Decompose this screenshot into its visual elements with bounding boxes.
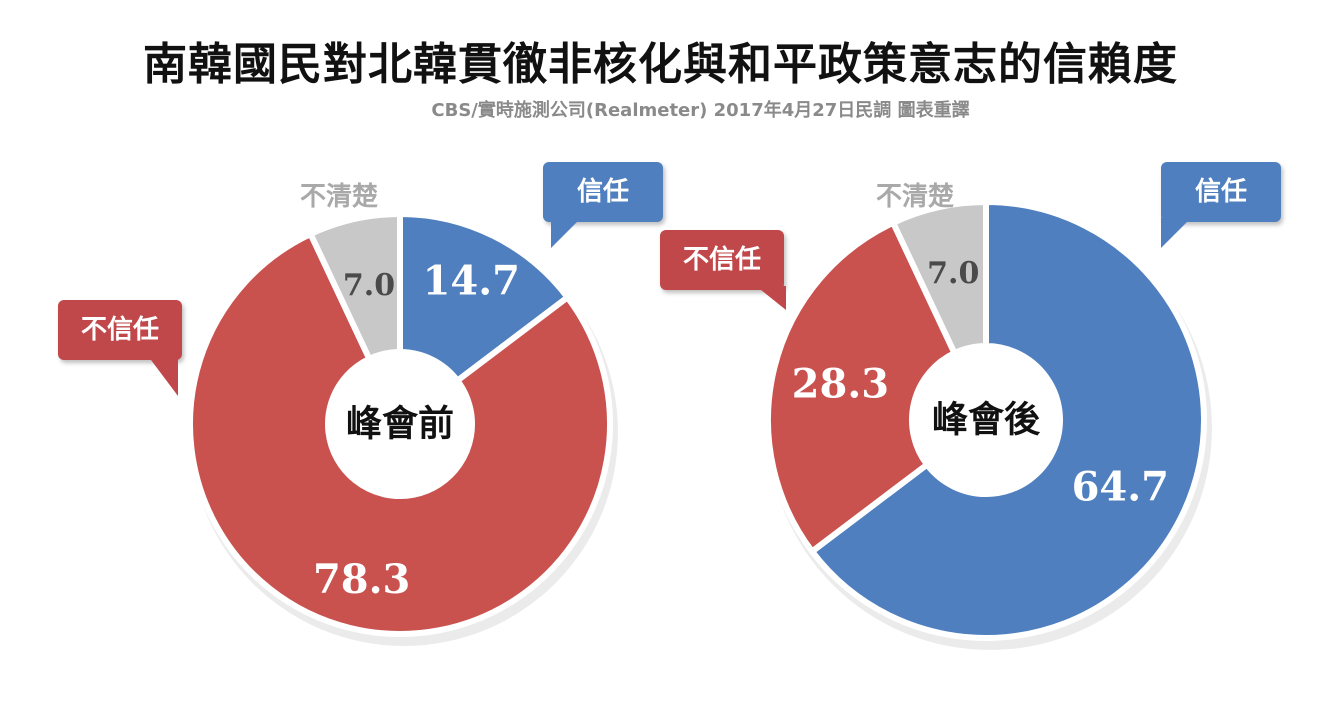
value-label-unsure: 7.0 xyxy=(343,268,395,303)
legend-unsure-label: 不清楚 xyxy=(876,182,955,212)
chart-subtitle: CBS/實時施測公司(Realmeter) 2017年4月27日民調 圖表重譯 xyxy=(431,100,970,121)
callout-trust: 信任 xyxy=(543,162,663,248)
donut-segment-trust xyxy=(809,199,1207,641)
chart-title: 南韓國民對北韓貫徹非核化與和平政策意志的信賴度 xyxy=(143,39,1178,90)
donut-segment-unsure xyxy=(890,199,989,357)
value-label-distrust: 78.3 xyxy=(313,556,410,603)
callout-tail xyxy=(756,286,786,310)
donut-hole xyxy=(330,354,470,494)
value-label-trust: 64.7 xyxy=(1072,463,1169,510)
donut-segment-distrust xyxy=(187,230,613,637)
value-label-unsure: 7.0 xyxy=(927,256,979,291)
callout-tail xyxy=(551,218,581,248)
callout-trust-label: 信任 xyxy=(576,177,629,207)
donut-segment-trust xyxy=(397,211,571,384)
callout-distrust-label: 不信任 xyxy=(682,245,761,275)
donut-chart-after: 64.7 28.3 7.0 峰會後 xyxy=(765,199,1212,650)
donut-segment-unsure xyxy=(307,211,403,362)
callout-trust-label: 信任 xyxy=(1194,177,1247,207)
value-label-distrust: 28.3 xyxy=(792,361,889,408)
donut-hole xyxy=(914,348,1058,492)
donut-chart-before: 14.7 78.3 7.0 峰會前 xyxy=(187,211,618,646)
donut-panel-before: 14.7 78.3 7.0 峰會前 不清楚 信任 不信任 xyxy=(0,140,663,700)
callout-distrust: 不信任 xyxy=(58,300,182,396)
callout-tail xyxy=(1161,218,1191,248)
legend-unsure-label: 不清楚 xyxy=(300,182,379,212)
callout-tail xyxy=(148,356,178,396)
callout-distrust-label: 不信任 xyxy=(80,315,159,345)
callout-distrust: 不信任 xyxy=(660,230,786,310)
donut-center-label: 峰會前 xyxy=(346,404,454,445)
value-label-trust: 14.7 xyxy=(423,257,520,304)
donut-panel-after: 64.7 28.3 7.0 峰會後 不清楚 信任 不信任 xyxy=(640,140,1281,700)
donut-center-label: 峰會後 xyxy=(932,400,1041,441)
donut-segment-distrust xyxy=(765,219,958,555)
callout-trust: 信任 xyxy=(1161,162,1281,248)
